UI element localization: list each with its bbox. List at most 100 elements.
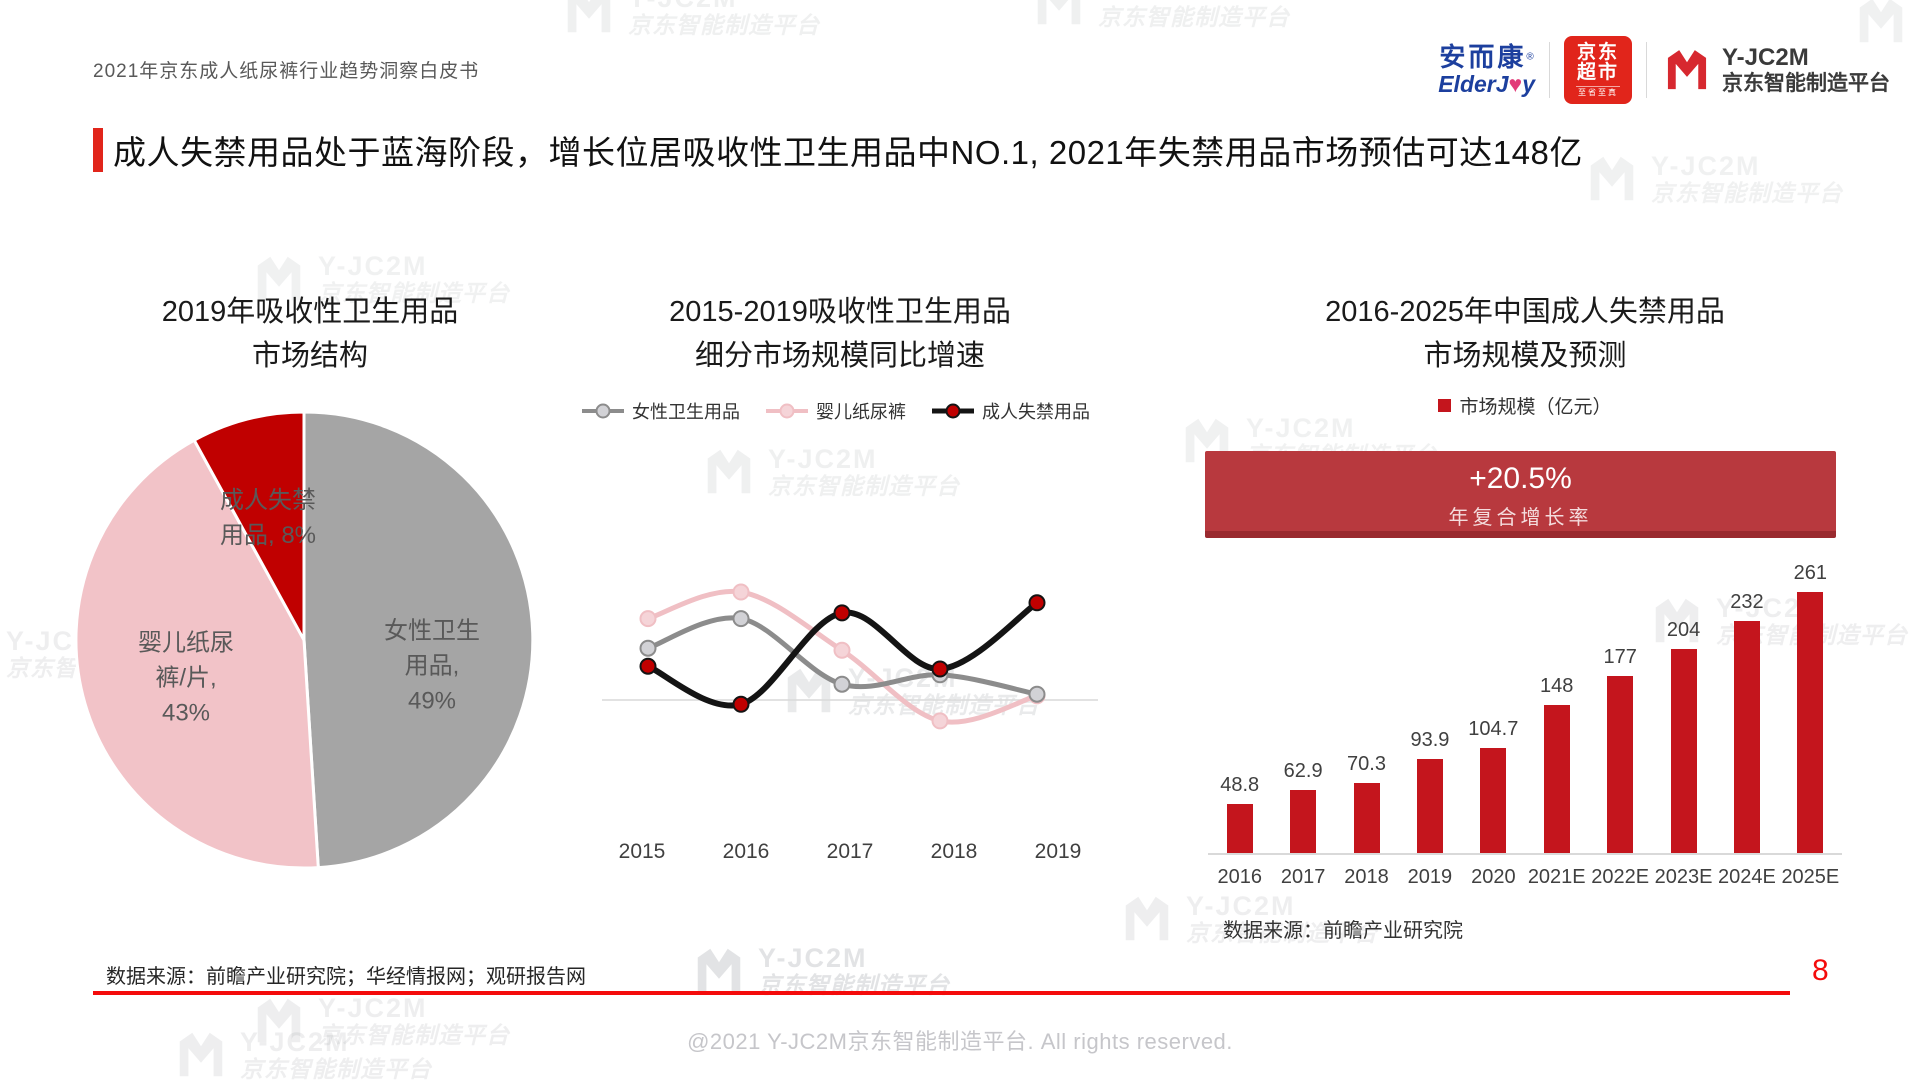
line-marker [931, 712, 949, 730]
bar [1480, 748, 1507, 853]
header-logos: 安而康® ElderJ♥y 京东 超市 至省至真 Y-JC2M 京东智能制造平台 [1438, 36, 1890, 104]
legend-line-icon [932, 403, 974, 419]
yjc2m-m-icon [1661, 44, 1713, 96]
bar-chart-source: 数据来源：前瞻产业研究院 [1223, 920, 1463, 942]
bar-column: 148 [1525, 675, 1588, 853]
x-tick-label: 2019 [1407, 866, 1453, 888]
footer-red-line [93, 991, 1790, 995]
bar-column: 232 [1715, 591, 1778, 853]
x-tick-label: 2021E [1527, 866, 1586, 888]
bar-chart-x-labels: 2016 2017 2018 2019 2020 2021E 2022E 2023E 2024E… [1208, 866, 1842, 889]
x-tick-label: 2018 [1344, 866, 1389, 888]
bar-value-label: 48.8 [1220, 774, 1260, 796]
line-marker [639, 610, 657, 628]
x-tick-label: 2024E [1718, 866, 1776, 888]
bar-column: 62.9 [1271, 760, 1334, 853]
title-accent-bar [93, 128, 103, 172]
yjc2m-logo: Y-JC2M 京东智能制造平台 [1661, 44, 1890, 96]
legend-swatch [1438, 399, 1452, 412]
line-chart-title: 2015-2019吸收性卫生用品 细分市场规模同比增速 [669, 296, 1011, 372]
logo-divider [1549, 42, 1550, 98]
line-marker [833, 641, 851, 659]
bar-chart-legend: 市场规模（亿元） [1240, 392, 1810, 419]
elderjoy-logo: 安而康® ElderJ♥y [1438, 42, 1535, 97]
bar-chart-title: 2016-2025年中国成人失禁用品 市场规模及预测 [1325, 296, 1725, 372]
bar-value-label: 261 [1793, 562, 1828, 584]
pie-slice-1 [74, 438, 320, 870]
bar-column: 104.7 [1462, 718, 1525, 853]
bar-chart: 48.8 62.9 70.3 93.9 104.7 148 177 204 232 261 [1208, 560, 1842, 853]
line-marker [833, 604, 851, 622]
elderjoy-cn: 安而康 [1439, 42, 1527, 73]
bar-value-label: 177 [1603, 646, 1637, 668]
x-tick-label: 2018 [930, 840, 978, 863]
pie-slice-0 [302, 410, 535, 870]
pie-label-baby: 婴儿纸尿 裤/片, 43% [138, 629, 234, 727]
bar [1607, 676, 1634, 853]
bar-value-label: 204 [1666, 619, 1701, 641]
bar [1416, 759, 1443, 853]
bar-chart-axis [1208, 853, 1842, 855]
copyright: @2021 Y-JC2M京东智能制造平台. All rights reserve… [687, 1029, 1233, 1054]
doc-title: 2021年京东成人纸尿裤行业趋势洞察白皮书 [93, 61, 480, 82]
bar [1290, 790, 1317, 853]
line-chart-x-labels: 2015 2016 2017 2018 2019 [590, 840, 1110, 864]
bar-column: 261 [1779, 562, 1842, 853]
cagr-banner: +20.5% 年复合增长率 [1205, 451, 1836, 538]
line-marker [639, 657, 657, 675]
pie-label-female: 女性卫生 用品, 49% [384, 617, 480, 715]
line-chart [590, 528, 1110, 828]
bar [1543, 705, 1570, 853]
x-tick-label: 2016 [722, 840, 770, 863]
line-svg [602, 583, 1098, 730]
line-chart-legend: 女性卫生用品 婴儿纸尿裤 成人失禁用品 [555, 398, 1115, 424]
bar-column: 70.3 [1335, 753, 1398, 853]
line-marker [1028, 685, 1046, 703]
bar-column: 204 [1652, 619, 1715, 853]
logo-divider [1646, 42, 1647, 98]
line-marker [732, 610, 750, 628]
x-tick-label: 2022E [1591, 866, 1650, 888]
bar-value-label: 148 [1540, 675, 1574, 697]
x-tick-label: 2017 [1280, 866, 1326, 888]
legend-item: 女性卫生用品 [580, 398, 740, 424]
bar-value-label: 232 [1730, 591, 1764, 613]
elderjoy-en: ElderJ♥y [1438, 70, 1535, 97]
line-marker [732, 695, 750, 713]
page-number: 8 [1812, 954, 1829, 987]
data-sources: 数据来源：前瞻产业研究院；华经情报网；观研报告网 [106, 966, 586, 988]
x-tick-label: 2015 [618, 840, 666, 863]
x-tick-label: 2023E [1654, 866, 1713, 888]
x-tick-label: 2019 [1034, 840, 1082, 863]
x-tick-label: 2016 [1217, 866, 1262, 888]
bar [1670, 649, 1697, 853]
bar-value-label: 93.9 [1410, 729, 1450, 751]
heart-icon: ♥ [1508, 70, 1523, 97]
legend-line-icon [582, 403, 624, 419]
line-marker [732, 583, 750, 601]
pie-label-adult: 成人失禁 用品, 8% [219, 487, 317, 549]
bar [1733, 621, 1760, 853]
line-marker [639, 639, 657, 657]
x-tick-label: 2020 [1471, 866, 1516, 888]
line-marker [931, 660, 949, 678]
bar [1226, 804, 1253, 853]
x-tick-label: 2017 [826, 840, 874, 863]
line-marker [833, 675, 851, 693]
legend-item: 婴儿纸尿裤 [764, 398, 906, 424]
bar-value-label: 70.3 [1347, 753, 1386, 775]
pie-slice-2 [192, 410, 306, 642]
pie-chart-title: 2019年吸收性卫生用品 市场结构 [161, 296, 459, 372]
slide-title-row: 成人失禁用品处于蓝海阶段，增长位居吸收性卫生用品中NO.1, 2021年失禁用品… [93, 126, 1583, 174]
pie-svg [74, 410, 535, 870]
bar-value-label: 104.7 [1468, 718, 1519, 740]
bar [1797, 592, 1824, 853]
legend-item: 成人失禁用品 [930, 398, 1090, 424]
line-marker [1028, 594, 1046, 612]
bar-column: 48.8 [1208, 774, 1271, 853]
legend-line-icon [766, 403, 808, 419]
pie-chart: 成人失禁 用品, 8% 女性卫生 用品, 49% 婴儿纸尿 裤/片, 43% [72, 408, 536, 872]
bar-column: 177 [1588, 646, 1651, 853]
registered-mark: ® [1526, 51, 1534, 63]
